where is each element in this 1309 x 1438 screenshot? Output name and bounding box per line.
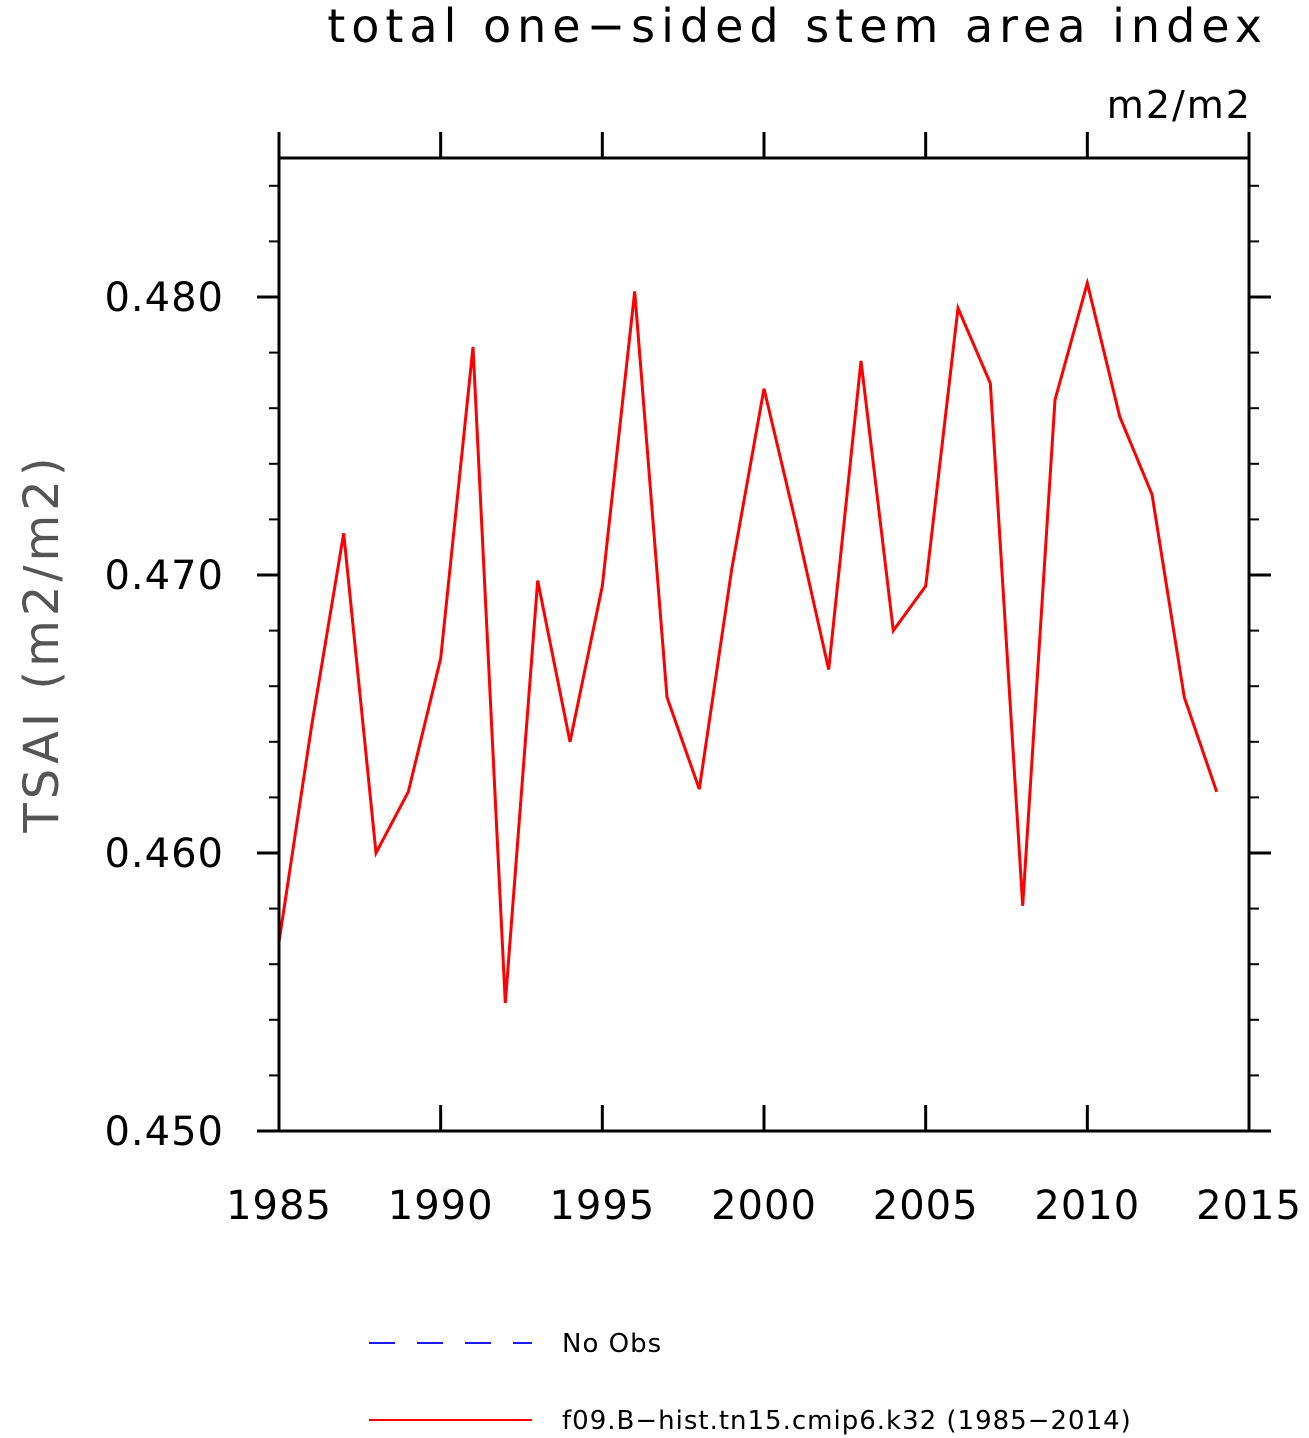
y-tick-label: 0.480 (104, 275, 224, 321)
x-tick-label: 2000 (711, 1183, 817, 1229)
x-tick-label: 2005 (873, 1183, 979, 1229)
x-tick-label: 2010 (1034, 1183, 1140, 1229)
legend-label: No Obs (562, 1329, 662, 1359)
y-tick-label: 0.450 (104, 1109, 224, 1155)
legend-item: No Obs (369, 1329, 662, 1359)
y-tick-label: 0.460 (104, 831, 224, 877)
y-tick-label: 0.470 (104, 553, 224, 599)
legend-label: f09.B−hist.tn15.cmip6.k32 (1985−2014) (562, 1406, 1132, 1436)
x-tick-label: 1995 (549, 1183, 655, 1229)
x-tick-label: 1985 (226, 1183, 332, 1229)
y-axis-label: TSAI (m2/m2) (14, 453, 70, 833)
x-tick-label: 1990 (388, 1183, 494, 1229)
x-axis-ticks: 1985 1990 1995 2000 2005 2010 2015 (226, 132, 1302, 1229)
x-tick-label: 2015 (1196, 1183, 1302, 1229)
chart-title: total one−sided stem area index (327, 0, 1268, 53)
plot-frame (277, 156, 1251, 1133)
legend: No Obs f09.B−hist.tn15.cmip6.k32 (1985−20… (369, 1329, 1132, 1436)
series-layer (277, 277, 1219, 1004)
y-axis-ticks: 0.450 0.460 0.470 0.480 (104, 184, 1271, 1155)
units-label: m2/m2 (1107, 83, 1252, 127)
series-line-1 (277, 277, 1219, 1004)
legend-item: f09.B−hist.tn15.cmip6.k32 (1985−2014) (369, 1406, 1132, 1436)
